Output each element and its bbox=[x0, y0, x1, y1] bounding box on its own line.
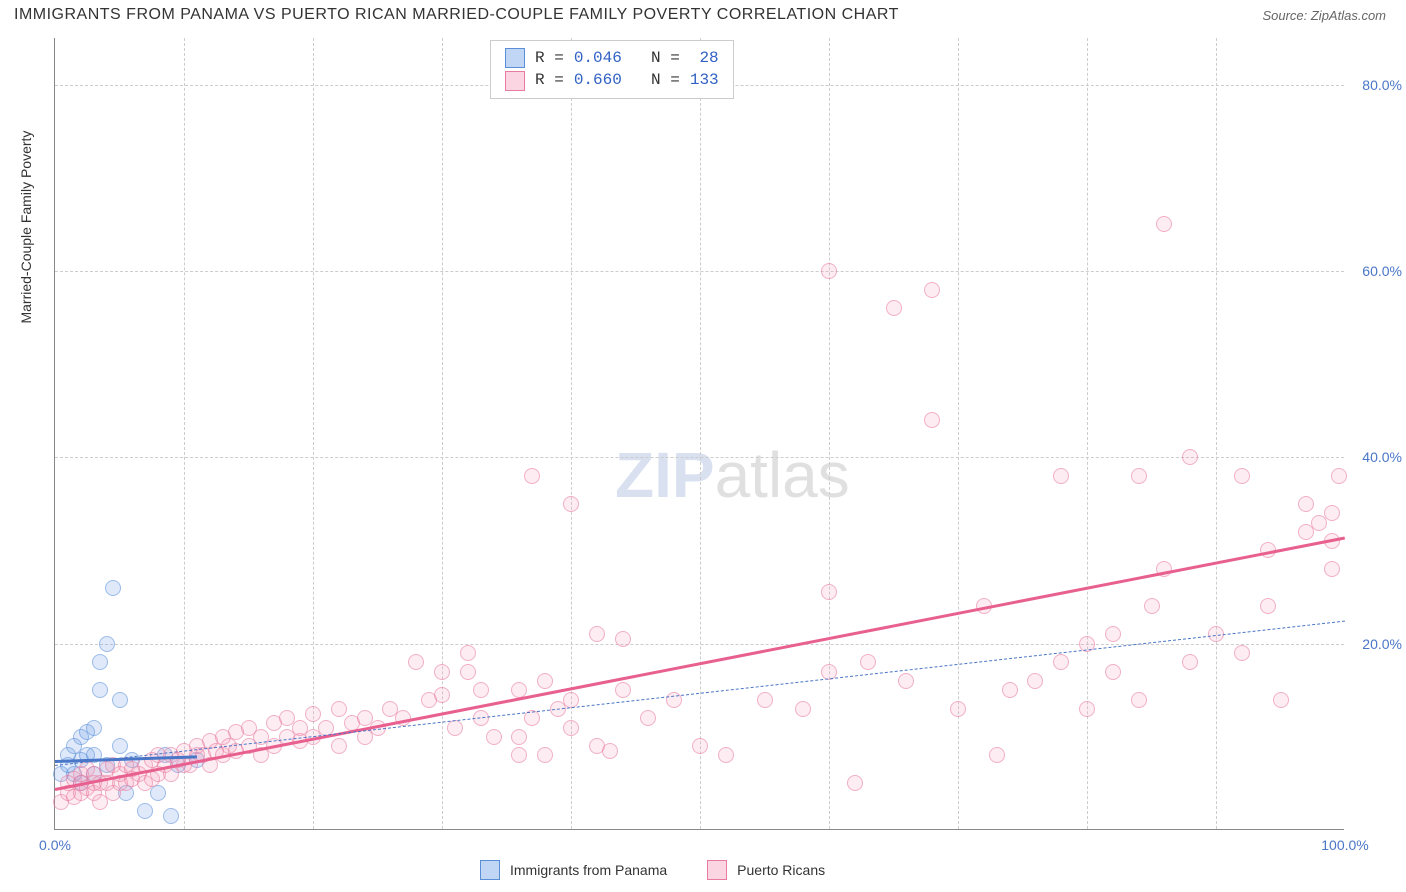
data-point bbox=[718, 747, 734, 763]
gridline-v bbox=[442, 38, 443, 829]
xtick-label: 100.0% bbox=[1321, 837, 1368, 853]
data-point bbox=[821, 584, 837, 600]
data-point bbox=[1105, 664, 1121, 680]
xtick-label: 0.0% bbox=[39, 837, 71, 853]
data-point bbox=[447, 720, 463, 736]
data-point bbox=[563, 720, 579, 736]
data-point bbox=[886, 300, 902, 316]
data-point bbox=[640, 710, 656, 726]
watermark: ZIPatlas bbox=[615, 438, 850, 512]
data-point bbox=[524, 468, 540, 484]
data-point bbox=[1324, 505, 1340, 521]
data-point bbox=[1144, 598, 1160, 614]
data-point bbox=[602, 743, 618, 759]
data-point bbox=[615, 682, 631, 698]
data-point bbox=[537, 673, 553, 689]
data-point bbox=[589, 626, 605, 642]
ytick-label: 80.0% bbox=[1362, 77, 1402, 93]
data-point bbox=[408, 654, 424, 670]
data-point bbox=[460, 645, 476, 661]
data-point bbox=[331, 738, 347, 754]
data-point bbox=[473, 682, 489, 698]
source-label: Source: ZipAtlas.com bbox=[1262, 8, 1386, 23]
series-legend: Immigrants from Panama Puerto Ricans bbox=[480, 860, 825, 880]
data-point bbox=[950, 701, 966, 717]
data-point bbox=[1079, 701, 1095, 717]
data-point bbox=[150, 785, 166, 801]
data-point bbox=[1002, 682, 1018, 698]
chart-plot-area: ZIPatlas 20.0%40.0%60.0%80.0%0.0%100.0% bbox=[54, 38, 1344, 830]
legend-label: Puerto Ricans bbox=[737, 862, 825, 878]
data-point bbox=[460, 664, 476, 680]
data-point bbox=[434, 687, 450, 703]
data-point bbox=[563, 496, 579, 512]
data-point bbox=[163, 808, 179, 824]
data-point bbox=[1298, 496, 1314, 512]
chart-title: IMMIGRANTS FROM PANAMA VS PUERTO RICAN M… bbox=[14, 6, 899, 24]
gridline-v bbox=[1216, 38, 1217, 829]
data-point bbox=[1053, 468, 1069, 484]
data-point bbox=[1273, 692, 1289, 708]
data-point bbox=[112, 692, 128, 708]
data-point bbox=[1182, 654, 1198, 670]
gridline-v bbox=[571, 38, 572, 829]
data-point bbox=[1105, 626, 1121, 642]
data-point bbox=[137, 803, 153, 819]
data-point bbox=[486, 729, 502, 745]
data-point bbox=[331, 701, 347, 717]
data-point bbox=[1027, 673, 1043, 689]
swatch-pink-icon bbox=[505, 71, 525, 91]
data-point bbox=[511, 729, 527, 745]
gridline-v bbox=[184, 38, 185, 829]
data-point bbox=[757, 692, 773, 708]
data-point bbox=[1131, 468, 1147, 484]
ytick-label: 20.0% bbox=[1362, 636, 1402, 652]
swatch-blue-icon bbox=[480, 860, 500, 880]
swatch-pink-icon bbox=[707, 860, 727, 880]
data-point bbox=[1234, 468, 1250, 484]
data-point bbox=[1260, 598, 1276, 614]
data-point bbox=[989, 747, 1005, 763]
data-point bbox=[1131, 692, 1147, 708]
data-point bbox=[86, 720, 102, 736]
data-point bbox=[305, 706, 321, 722]
data-point bbox=[92, 654, 108, 670]
data-point bbox=[99, 636, 115, 652]
data-point bbox=[1331, 468, 1347, 484]
data-point bbox=[692, 738, 708, 754]
data-point bbox=[105, 580, 121, 596]
correlation-legend: R = 0.046 N = 28 R = 0.660 N = 133 bbox=[490, 40, 734, 99]
ytick-label: 40.0% bbox=[1362, 449, 1402, 465]
data-point bbox=[1234, 645, 1250, 661]
yaxis-label: Married-Couple Family Poverty bbox=[18, 131, 34, 324]
data-point bbox=[537, 747, 553, 763]
data-point bbox=[511, 747, 527, 763]
data-point bbox=[1182, 449, 1198, 465]
data-point bbox=[92, 682, 108, 698]
data-point bbox=[434, 664, 450, 680]
data-point bbox=[1156, 216, 1172, 232]
data-point bbox=[924, 412, 940, 428]
data-point bbox=[847, 775, 863, 791]
data-point bbox=[795, 701, 811, 717]
legend-label: Immigrants from Panama bbox=[510, 862, 667, 878]
ytick-label: 60.0% bbox=[1362, 263, 1402, 279]
data-point bbox=[563, 692, 579, 708]
data-point bbox=[112, 738, 128, 754]
data-point bbox=[821, 263, 837, 279]
swatch-blue-icon bbox=[505, 48, 525, 68]
data-point bbox=[898, 673, 914, 689]
data-point bbox=[924, 282, 940, 298]
gridline-v bbox=[829, 38, 830, 829]
data-point bbox=[1053, 654, 1069, 670]
data-point bbox=[615, 631, 631, 647]
data-point bbox=[1324, 561, 1340, 577]
data-point bbox=[860, 654, 876, 670]
gridline-v bbox=[700, 38, 701, 829]
